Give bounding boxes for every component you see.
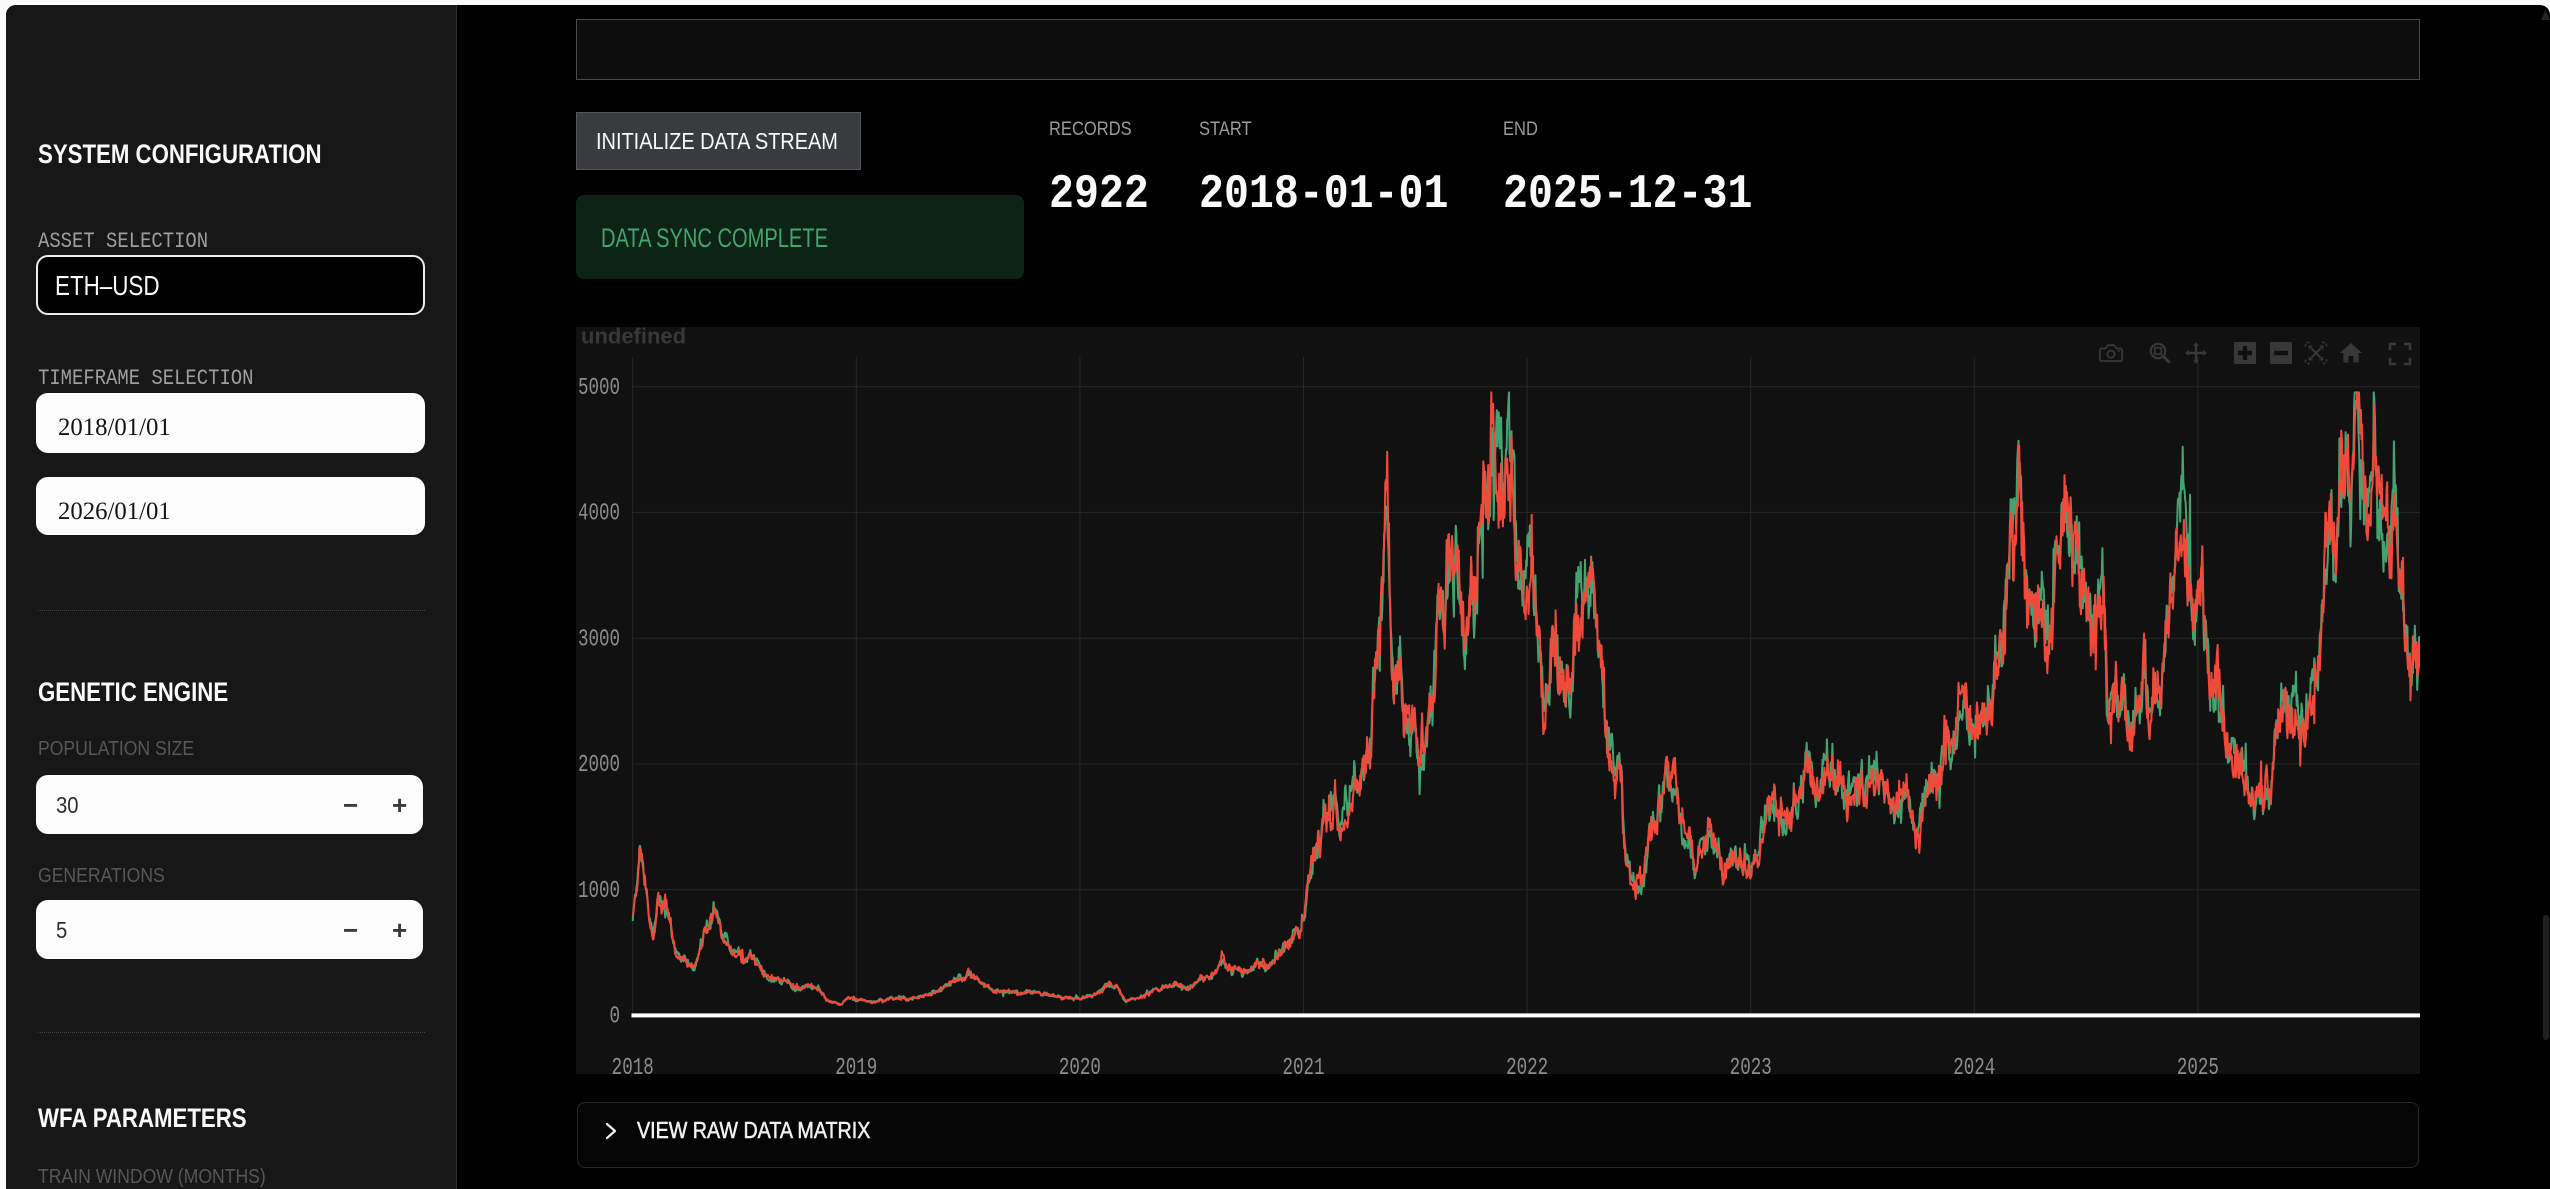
svg-text:5000: 5000	[578, 376, 620, 402]
svg-text:2019: 2019	[835, 1056, 877, 1074]
svg-text:2021: 2021	[1282, 1056, 1324, 1074]
svg-text:0: 0	[609, 1004, 620, 1030]
svg-text:2022: 2022	[1506, 1056, 1548, 1074]
svg-text:1000: 1000	[578, 879, 620, 905]
svg-text:2025: 2025	[2177, 1056, 2219, 1074]
svg-text:3000: 3000	[578, 627, 620, 653]
svg-text:undefined: undefined	[581, 327, 686, 349]
svg-text:2000: 2000	[578, 753, 620, 779]
svg-text:2020: 2020	[1059, 1056, 1101, 1074]
svg-text:4000: 4000	[578, 501, 620, 527]
svg-text:2018: 2018	[612, 1056, 654, 1074]
svg-text:2023: 2023	[1730, 1056, 1772, 1074]
svg-text:2024: 2024	[1953, 1056, 1995, 1074]
